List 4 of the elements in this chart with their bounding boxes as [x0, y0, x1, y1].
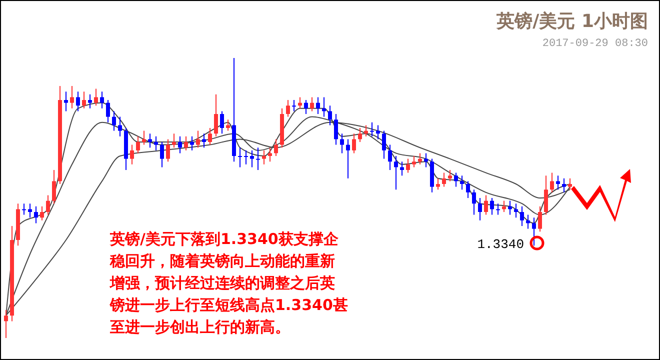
text: 2017-09-29 08:30 [542, 38, 648, 50]
annotation: 英镑/美元下落到1.3340获支撑企稳回升，随着英镑向上动能的重新增强，预计经过连续的调整之后英镑进一步上行至短线高点1.3340甚至进一步创出上行的新高。 [109, 230, 348, 336]
annotation: 1.3340 [477, 237, 524, 252]
chart-title: 英镑/美元 1小时图 [496, 11, 648, 32]
